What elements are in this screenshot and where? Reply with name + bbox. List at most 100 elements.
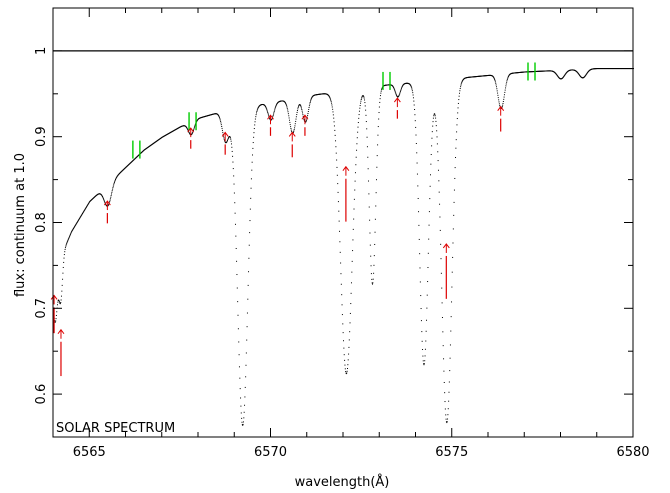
continuum-marker xyxy=(132,140,141,159)
spectrum-point xyxy=(311,97,313,99)
spectrum-point xyxy=(353,198,355,200)
spectrum-point xyxy=(411,87,413,89)
spectrum-point xyxy=(62,266,64,268)
spectrum-point xyxy=(493,76,495,78)
spectrum-point xyxy=(422,349,424,351)
spectrum-point xyxy=(102,197,104,199)
spectrum-point xyxy=(72,228,74,230)
spectrum-point xyxy=(226,140,228,142)
spectrum-point xyxy=(115,178,117,180)
spectrum-point xyxy=(564,74,566,76)
spectrum-point xyxy=(74,226,76,228)
spectrum-point xyxy=(393,86,395,88)
line-marker xyxy=(267,114,274,136)
spectrum-point xyxy=(58,299,60,301)
spectrum-point xyxy=(419,267,421,269)
spectrum-point xyxy=(425,340,427,342)
spectrum-point xyxy=(329,97,331,99)
spectrum-point xyxy=(367,156,369,158)
spectrum-point xyxy=(237,314,239,316)
spectrum-point xyxy=(423,364,425,366)
spectrum-point xyxy=(357,126,359,128)
spectrum-point xyxy=(85,207,87,209)
spectrum-point xyxy=(499,104,501,106)
spectrum-point xyxy=(381,87,383,89)
spectrum-point xyxy=(346,372,348,374)
spectrum-point xyxy=(361,97,363,99)
spectrum-point xyxy=(352,228,354,230)
spectrum-point xyxy=(74,225,76,227)
spectrum-point xyxy=(449,370,451,372)
spectrum-point xyxy=(564,74,566,76)
spectrum-point xyxy=(349,312,351,314)
spectrum-point xyxy=(373,272,375,274)
spectrum-point xyxy=(428,224,430,226)
spectrum-point xyxy=(348,339,350,341)
y-tick-label: 0.6 xyxy=(34,384,49,405)
spectrum-point xyxy=(253,128,255,130)
spectrum-point xyxy=(245,376,247,378)
spectrum-point xyxy=(292,131,294,133)
y-tick-label: 0.8 xyxy=(34,212,49,233)
spectrum-point xyxy=(507,77,509,79)
spectrum-point xyxy=(412,97,414,99)
spectrum-point xyxy=(441,287,443,289)
spectrum-point xyxy=(268,115,270,117)
x-tick-label: 6580 xyxy=(616,445,649,460)
spectrum-point xyxy=(585,74,587,76)
spectrum-point xyxy=(242,423,244,425)
spectrum-point xyxy=(395,92,397,94)
spectrum-point xyxy=(399,91,401,93)
spectrum-point xyxy=(443,381,445,383)
spectrum-point xyxy=(224,140,226,142)
spectrum-point xyxy=(250,197,252,199)
spectrum-point xyxy=(65,245,67,247)
spectrum-point xyxy=(430,154,432,156)
spectrum-point xyxy=(369,219,371,221)
spectrum-point xyxy=(419,281,421,283)
spectrum-point xyxy=(345,371,347,372)
spectrum-point xyxy=(393,88,395,90)
spectrum-point xyxy=(450,330,452,332)
spectrum-point xyxy=(251,161,253,163)
spectrum-point xyxy=(253,132,255,134)
spectrum-point xyxy=(428,211,430,213)
spectrum-point xyxy=(422,355,424,357)
line-marker-arrow-head xyxy=(187,127,195,133)
spectrum-point xyxy=(223,138,225,140)
spectrum-point xyxy=(75,223,77,225)
spectrum-point xyxy=(396,95,398,97)
spectrum-point xyxy=(239,388,241,390)
spectrum-point xyxy=(455,157,457,159)
spectrum-point xyxy=(339,251,341,253)
spectrum-point xyxy=(414,120,416,122)
spectrum-point xyxy=(369,244,371,246)
spectrum-point xyxy=(103,200,105,202)
spectrum-point xyxy=(333,125,335,127)
spectrum-point xyxy=(331,106,333,108)
spectrum-point xyxy=(461,80,463,82)
spectrum-point xyxy=(350,292,352,294)
spectrum-point xyxy=(459,88,461,90)
spectrum-point xyxy=(343,340,344,342)
y-tick-label: 0.7 xyxy=(34,298,49,319)
spectrum-point xyxy=(271,118,273,120)
spectrum-point xyxy=(237,328,239,330)
spectrum-point xyxy=(335,146,337,148)
spectrum-point xyxy=(360,98,362,100)
spectrum-point xyxy=(254,118,256,120)
spectrum-point xyxy=(375,192,377,194)
spectrum-point xyxy=(394,91,396,93)
spectrum-point xyxy=(265,106,267,108)
spectrum-point xyxy=(104,201,106,203)
spectrum-point xyxy=(111,191,113,193)
spectrum-point xyxy=(439,216,441,218)
spectrum-point xyxy=(410,84,412,86)
spectrum-point xyxy=(426,294,428,296)
spectrum-point xyxy=(87,203,89,205)
spectrum-point xyxy=(350,282,352,284)
spectrum-point xyxy=(58,300,60,302)
spectrum-point xyxy=(84,208,86,210)
spectrum-point xyxy=(303,117,305,119)
spectrum-point xyxy=(240,405,242,407)
